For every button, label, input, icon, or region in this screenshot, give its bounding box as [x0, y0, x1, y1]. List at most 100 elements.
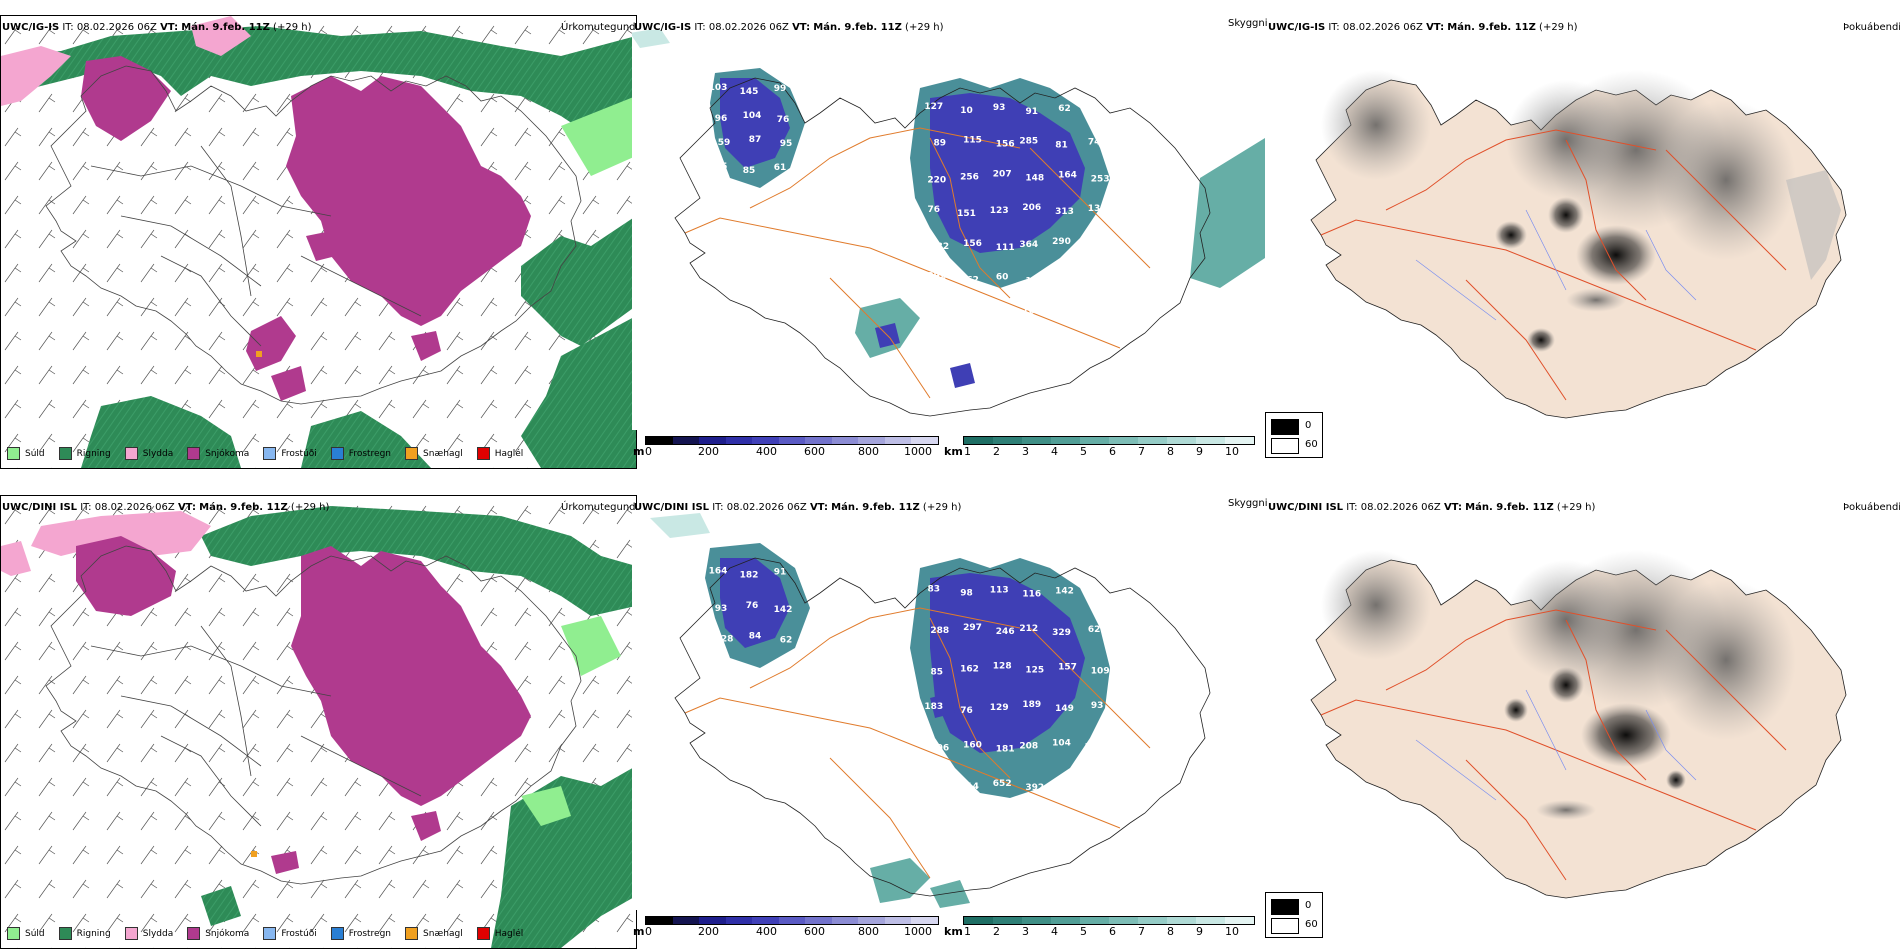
- visibility-tick: 7: [1138, 445, 1145, 458]
- visibility-value-label: 246: [996, 627, 1015, 637]
- visibility-value-label: 194: [957, 817, 976, 827]
- visibility-map-top: 103 145 99 96 104 76 59 87 95 155 85 61 111 127 10 93 91…: [632, 30, 1267, 430]
- visibility-value-label: 84: [749, 631, 762, 641]
- fog-map-bottom: [1266, 510, 1900, 910]
- visibility-value-label: 156: [963, 239, 982, 249]
- precip-map-bottom: [1, 496, 636, 948]
- legend-item-hail: Haglél: [476, 927, 523, 940]
- visibility-value-label: 62: [1088, 625, 1101, 635]
- visibility-value-label: 220: [927, 175, 946, 185]
- panel-title-bottom-fog: UWC/DINI ISL IT: 08.02.2026 06Z VT: Mán.…: [1268, 502, 1596, 513]
- visibility-value-label: 392: [1025, 783, 1044, 793]
- visibility-value-label: 178: [1085, 344, 1104, 354]
- visibility-value-label: 83: [928, 584, 941, 594]
- fog-panel-bottom: [1266, 510, 1900, 910]
- visibility-value-label: 141: [924, 820, 943, 830]
- visibility-value-label: 96: [993, 821, 1006, 831]
- legend-item-drizzle: Súld: [7, 447, 45, 460]
- visibility-panel-bottom: 164 182 91 93 76 142 128 84 62 126 86 83 98 113 116 142…: [632, 510, 1267, 910]
- visibility-value-label: 129: [990, 703, 1009, 713]
- ceiling-colorbar-strip: [645, 916, 939, 925]
- visibility-value-label: 208: [1019, 742, 1038, 752]
- legend-item-freezing-rain: Frostregn: [330, 927, 391, 940]
- visibility-tick: 6: [1109, 445, 1116, 458]
- visibility-value-label: 93: [1091, 701, 1104, 711]
- visibility-value-label: 148: [963, 342, 982, 352]
- visibility-tick: 8: [1167, 445, 1174, 458]
- visibility-value-label: 157: [1058, 662, 1077, 672]
- visibility-value-label: 142: [774, 605, 793, 615]
- visibility-value-label: 285: [1019, 137, 1038, 147]
- visibility-value-label: 142: [1055, 586, 1074, 596]
- visibility-value-label: 61: [774, 163, 787, 173]
- visibility-value-label: 82: [1091, 307, 1104, 317]
- precip-panel-top: Súld Rigning Slydda Snjókoma Frostúði Fr…: [0, 15, 637, 469]
- visibility-value-label: 104: [743, 111, 762, 121]
- visibility-tick: 9: [1196, 925, 1203, 938]
- visibility-value-label: 148: [1025, 173, 1044, 183]
- visibility-value-label: 98: [960, 588, 973, 598]
- precip-legend: Súld Rigning Slydda Snjókoma Frostúði Fr…: [7, 447, 523, 460]
- visibility-value-label: 126: [709, 665, 728, 675]
- panel-name-bottom-fog: Þokuábendi: [1843, 502, 1900, 513]
- ceiling-colorbar-bottom: m 0 200 400 600 800 1000: [633, 916, 939, 942]
- visibility-value-label: 182: [740, 570, 759, 580]
- ceiling-tick: 200: [698, 445, 719, 458]
- visibility-value-label: 149: [1055, 704, 1074, 714]
- ceiling-tick: 1000: [904, 445, 932, 458]
- visibility-value-label: 109: [1091, 666, 1110, 676]
- visibility-value-label: 115: [1055, 822, 1074, 832]
- visibility-value-label: 147: [996, 339, 1015, 349]
- panel-name-top-visibility: Skyggni: [1228, 18, 1268, 29]
- visibility-value-label: 276: [1085, 743, 1104, 753]
- legend-item-freezing-drizzle: Frostúði: [263, 927, 317, 940]
- visibility-value-label: 92: [1026, 818, 1039, 828]
- visibility-value-label: 81: [1055, 141, 1068, 151]
- visibility-value-label: 206: [1022, 203, 1041, 213]
- visibility-value-label: 163: [1022, 306, 1041, 316]
- fog-legend-top: 0 60: [1265, 412, 1323, 458]
- visibility-colorbar-bottom: km 1 2 3 4 5 6 7 8 9 10: [944, 916, 1264, 942]
- visibility-value-label: 111: [996, 243, 1015, 253]
- ceiling-tick: 0: [645, 445, 652, 458]
- legend-item-snow-pellets: Snæhagl: [405, 447, 463, 460]
- visibility-value-label: 364: [1019, 240, 1038, 250]
- fog-map-top: [1266, 30, 1900, 430]
- ceiling-colorbar-top: m 0 200 400 600 800 1000: [633, 436, 939, 462]
- panel-name-top-precip: Úrkomutegund: [561, 22, 636, 33]
- legend-item-freezing-drizzle: Frostúði: [263, 447, 317, 460]
- ceiling-tick: 600: [804, 445, 825, 458]
- visibility-value-label: 115: [963, 136, 982, 146]
- visibility-tick: 10: [1225, 445, 1239, 458]
- visibility-value-label: 164: [709, 566, 728, 576]
- panel-name-bottom-visibility: Skyggni: [1228, 498, 1268, 509]
- visibility-unit: km: [944, 445, 963, 458]
- visibility-value-label: 95: [780, 139, 793, 149]
- visibility-value-label: 143: [1091, 271, 1110, 281]
- visibility-value-label: 212: [1019, 624, 1038, 634]
- visibility-value-label: 85: [931, 667, 944, 677]
- visibility-value-label: 164: [1058, 170, 1077, 180]
- visibility-tick: 4: [1051, 925, 1058, 938]
- visibility-value-label: 156: [996, 140, 1015, 150]
- visibility-value-label: 109: [1025, 277, 1044, 287]
- visibility-value-label: 81: [1061, 274, 1074, 284]
- visibility-value-label: 181: [996, 745, 1015, 755]
- visibility-value-label: 106: [930, 744, 949, 754]
- legend-item-snow: Snjókoma: [187, 447, 249, 460]
- visibility-value-label: 103: [709, 83, 728, 93]
- visibility-value-label: 96: [715, 114, 728, 124]
- visibility-value-label: 62: [1058, 104, 1071, 114]
- visibility-value-label: 189: [1022, 700, 1041, 710]
- fog-legend-bottom: 0 60: [1265, 892, 1323, 938]
- visibility-value-label: 76: [746, 601, 759, 611]
- visibility-value-label: 87: [749, 135, 762, 145]
- legend-item-sleet: Slydda: [124, 927, 173, 940]
- visibility-value-label: 151: [957, 209, 976, 219]
- visibility-value-label: 162: [960, 664, 979, 674]
- visibility-value-label: 93: [993, 103, 1006, 113]
- legend-item-snow-pellets: Snæhagl: [405, 927, 463, 940]
- ceiling-tick: 400: [756, 925, 777, 938]
- visibility-value-label: 74: [1088, 138, 1101, 148]
- visibility-value-label: 116: [1022, 589, 1041, 599]
